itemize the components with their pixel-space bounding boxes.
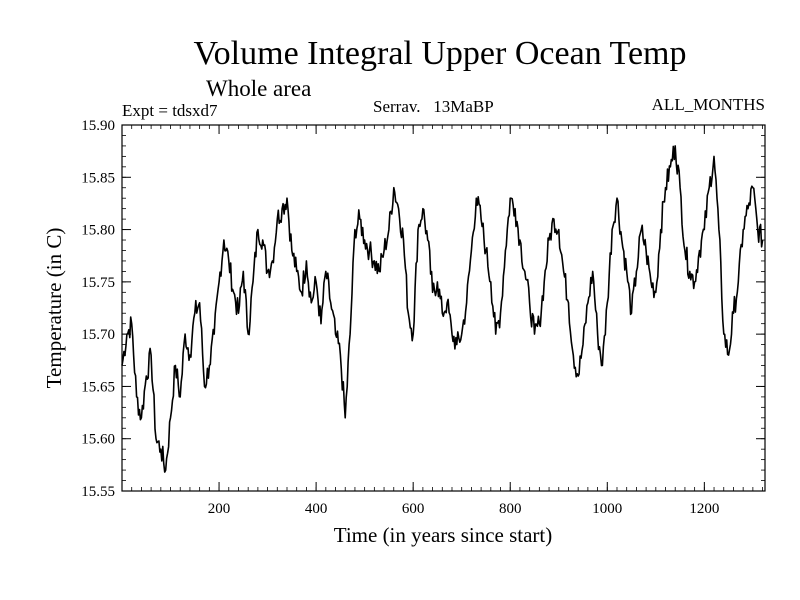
y-tick-label: 15.60 bbox=[81, 432, 115, 448]
plot-frame bbox=[121, 124, 766, 492]
y-tick-label: 15.90 bbox=[81, 118, 115, 134]
experiment-label: Expt = tdsxd7 bbox=[122, 101, 218, 120]
y-tick-label: 15.85 bbox=[81, 170, 115, 186]
x-tick-label: 800 bbox=[499, 501, 522, 517]
temperature-line bbox=[121, 145, 764, 473]
x-tick-label: 600 bbox=[402, 501, 425, 517]
y-tick-label: 15.65 bbox=[81, 379, 115, 395]
chart-subtitle: Whole area bbox=[206, 76, 311, 101]
y-axis-label: Temperature (in C) bbox=[42, 228, 66, 389]
chart-title: Volume Integral Upper Ocean Temp bbox=[194, 35, 687, 72]
x-axis-label: Time (in years since start) bbox=[334, 523, 553, 547]
y-tick-label: 15.70 bbox=[81, 327, 115, 343]
y-tick-label: 15.80 bbox=[81, 223, 115, 239]
x-axis: 200 400 600 800 1000 1200 bbox=[131, 125, 763, 517]
x-tick-label: 1000 bbox=[592, 501, 622, 517]
y-axis: 15.55 15.60 15.65 15.70 15.75 15.80 15.85 15.90 bbox=[81, 118, 765, 500]
y-tick-label: 15.55 bbox=[81, 484, 115, 500]
period-label: Serrav. 13MaBP bbox=[373, 97, 494, 116]
x-tick-label: 200 bbox=[208, 501, 231, 517]
x-tick-label: 400 bbox=[305, 501, 328, 517]
months-label: ALL_MONTHS bbox=[652, 95, 765, 114]
x-tick-label: 1200 bbox=[689, 501, 719, 517]
y-tick-label: 15.75 bbox=[81, 275, 115, 291]
